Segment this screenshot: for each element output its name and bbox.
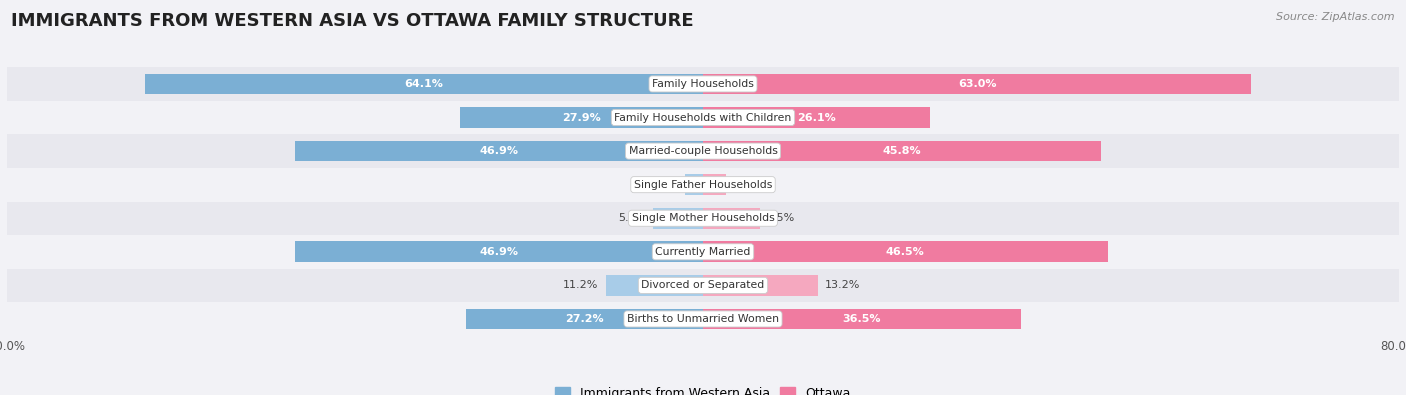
Text: 27.9%: 27.9% [562, 113, 600, 122]
FancyBboxPatch shape [3, 67, 1403, 101]
Bar [703, 174, 727, 195]
Text: 27.2%: 27.2% [565, 314, 605, 324]
Text: Family Households with Children: Family Households with Children [614, 113, 792, 122]
Bar [295, 241, 703, 262]
FancyBboxPatch shape [3, 168, 1403, 201]
Text: Divorced or Separated: Divorced or Separated [641, 280, 765, 290]
Bar [703, 73, 1251, 94]
Text: 13.2%: 13.2% [825, 280, 860, 290]
FancyBboxPatch shape [3, 235, 1403, 269]
Text: 63.0%: 63.0% [957, 79, 997, 89]
Bar [685, 174, 703, 195]
Text: 26.1%: 26.1% [797, 113, 837, 122]
Text: IMMIGRANTS FROM WESTERN ASIA VS OTTAWA FAMILY STRUCTURE: IMMIGRANTS FROM WESTERN ASIA VS OTTAWA F… [11, 12, 695, 30]
Bar [467, 308, 703, 329]
FancyBboxPatch shape [3, 201, 1403, 235]
Text: Births to Unmarried Women: Births to Unmarried Women [627, 314, 779, 324]
FancyBboxPatch shape [3, 134, 1403, 168]
Text: 64.1%: 64.1% [405, 79, 444, 89]
Text: Married-couple Households: Married-couple Households [628, 146, 778, 156]
Bar [295, 141, 703, 162]
Text: 46.9%: 46.9% [479, 247, 519, 257]
Text: 6.5%: 6.5% [766, 213, 794, 223]
Bar [703, 107, 929, 128]
Bar [703, 241, 1108, 262]
Text: 2.1%: 2.1% [650, 180, 678, 190]
Text: Single Father Households: Single Father Households [634, 180, 772, 190]
Bar [460, 107, 703, 128]
Text: 5.7%: 5.7% [619, 213, 647, 223]
Bar [703, 208, 759, 229]
Text: 2.7%: 2.7% [734, 180, 762, 190]
Text: 46.5%: 46.5% [886, 247, 925, 257]
Text: 36.5%: 36.5% [842, 314, 882, 324]
Text: 46.9%: 46.9% [479, 146, 519, 156]
FancyBboxPatch shape [3, 269, 1403, 302]
Text: Currently Married: Currently Married [655, 247, 751, 257]
FancyBboxPatch shape [3, 302, 1403, 336]
Text: Source: ZipAtlas.com: Source: ZipAtlas.com [1277, 12, 1395, 22]
Legend: Immigrants from Western Asia, Ottawa: Immigrants from Western Asia, Ottawa [550, 382, 856, 395]
Bar [145, 73, 703, 94]
Bar [703, 141, 1101, 162]
Text: Family Households: Family Households [652, 79, 754, 89]
Bar [703, 275, 818, 296]
Bar [703, 308, 1021, 329]
Bar [606, 275, 703, 296]
Bar [654, 208, 703, 229]
Text: 45.8%: 45.8% [883, 146, 921, 156]
Text: 11.2%: 11.2% [564, 280, 599, 290]
FancyBboxPatch shape [3, 101, 1403, 134]
Text: Single Mother Households: Single Mother Households [631, 213, 775, 223]
